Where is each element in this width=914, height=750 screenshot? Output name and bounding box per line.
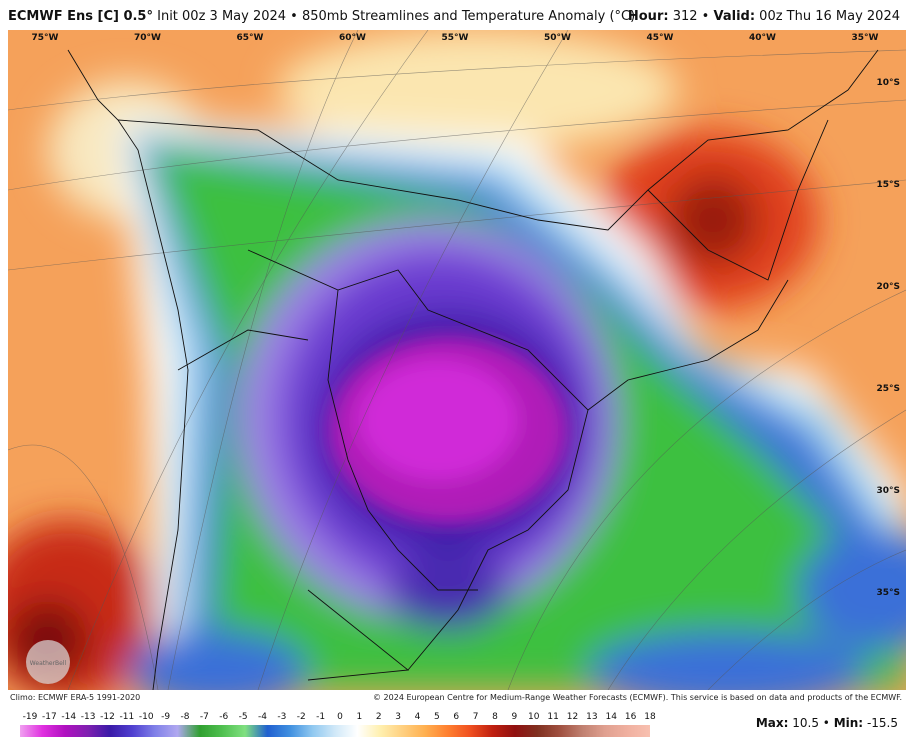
valid-label: Valid: [713,9,756,24]
colorbar-label: -4 [258,712,267,722]
colorbar-label: -9 [161,712,171,722]
colorbar-label: 14 [605,712,617,722]
colorbar-label: 0 [337,712,343,722]
colorbar-label: -12 [100,712,115,722]
colorbar-label: -1 [316,712,326,722]
longitude-label: 75°W [32,33,59,43]
longitude-label: 35°W [852,33,879,43]
colorbar-label: -2 [296,712,306,722]
colorbar-label: 2 [375,712,382,722]
latitude-label: 35°S [876,588,900,598]
longitude-label: 60°W [339,33,366,43]
colorbar-label: -19 [22,712,38,722]
colorbar-label: 10 [528,712,540,722]
longitude-label: 40°W [749,33,776,43]
colorbar-label: -11 [119,712,135,722]
colorbar-label: -5 [238,712,248,722]
colorbar-label: 16 [624,712,637,722]
model: ECMWF Ens [C] 0.5° [8,9,153,24]
header-left: ECMWF Ens [C] 0.5° Init 00z 3 May 2024 •… [8,9,635,24]
longitude-label: 45°W [647,33,674,43]
colorbar-label: 12 [566,712,579,722]
colorbar-label: 11 [547,712,559,722]
latitude-label: 30°S [876,486,900,496]
colorbar-label: 4 [414,712,421,722]
longitude-label: 50°W [544,33,571,43]
colorbar-label: -10 [138,712,154,722]
latitude-label: 15°S [876,180,900,190]
separator: • [822,716,830,730]
colorbar-label: -14 [61,712,77,722]
colorbar-label: -8 [180,712,190,722]
colorbar [20,725,650,737]
colorbar-label: 18 [644,712,656,722]
colorbar-label: -17 [42,712,57,722]
latitude-label: 10°S [876,78,900,88]
colorbar-label: -13 [80,712,96,722]
colorbar-label: 6 [453,712,460,722]
latitude-label: 25°S [876,384,900,394]
colorbar-label: 9 [511,712,518,722]
max: 10.5 [792,716,819,730]
min: -15.5 [866,716,898,730]
watermark: WeatherBell [30,660,67,667]
hour-label: Hour: [627,9,669,24]
max-label: Max: [755,716,789,730]
colorbar-label: 7 [472,712,479,722]
hour: 312 [672,9,698,24]
colorbar-label: 8 [492,712,498,722]
credit: © 2024 European Centre for Medium-Range … [373,693,902,702]
longitude-label: 70°W [134,33,161,43]
longitude-label: 55°W [442,33,469,43]
colorbar-label: -7 [199,712,209,722]
longitude-label: 65°W [237,33,264,43]
valid: 00z Thu 16 May 2024 [759,9,900,24]
colorbar-label: 13 [586,712,598,722]
header-right: Hour: 312 • Valid: 00z Thu 16 May 2024 [628,9,900,24]
map: WeatherBell 75°W 70°W 65°W 60°W 55°W 50°W 45°W… [8,30,906,690]
colorbar-label: 1 [356,712,363,722]
stats: Max: 10.5 • Min: -15.5 [756,716,898,730]
latitude-label: 20°S [876,282,900,292]
climo: Climo: ECMWF ERA-5 1991-2020 [10,693,141,702]
min-label: Min: [833,716,864,730]
colorbar-label: 5 [434,712,440,722]
colorbar-label: 3 [395,712,401,722]
colorbar-label: -3 [277,712,287,722]
colorbar-label: -6 [219,712,229,722]
description: Init 00z 3 May 2024 • 850mb Streamlines … [157,9,636,24]
separator: • [701,9,710,24]
